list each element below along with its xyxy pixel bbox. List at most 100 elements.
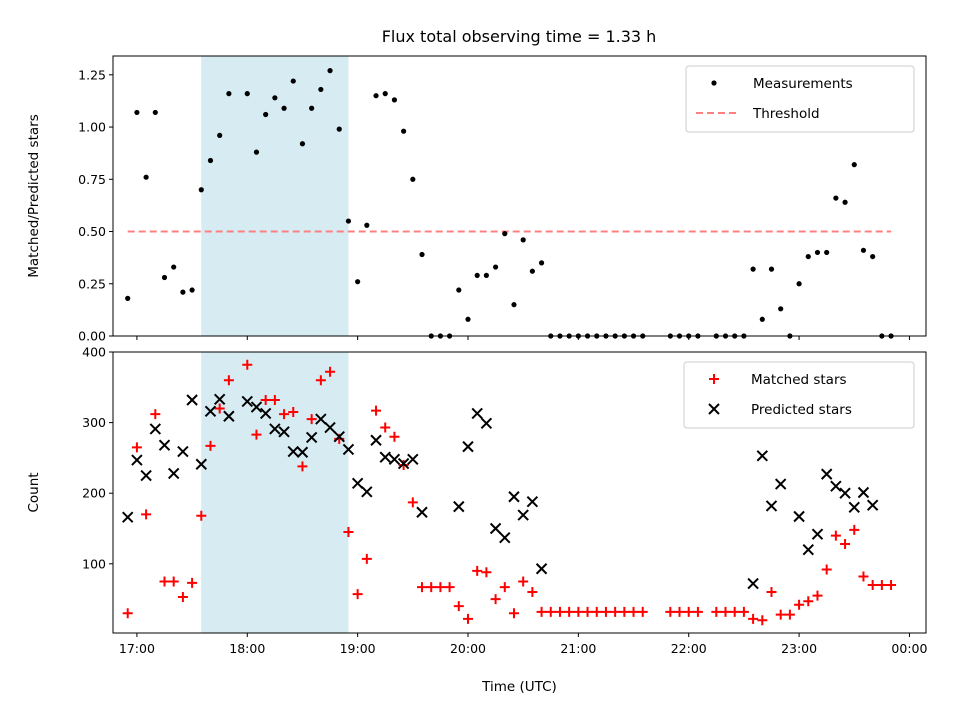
predicted-star-point bbox=[765, 500, 778, 512]
matched-star-point bbox=[490, 594, 501, 605]
measurement-point bbox=[502, 231, 508, 237]
measurement-point bbox=[299, 141, 306, 147]
matched-star-point bbox=[389, 431, 400, 442]
predicted-star-point bbox=[857, 486, 870, 499]
matched-star-point bbox=[462, 613, 473, 624]
measurement-point bbox=[538, 260, 545, 266]
predicted-star-point bbox=[315, 413, 327, 425]
predicted-stars-points bbox=[122, 393, 879, 590]
measurement-point bbox=[456, 287, 462, 293]
predicted-star-point bbox=[379, 451, 391, 463]
predicted-star-point bbox=[517, 509, 529, 521]
measurement-point bbox=[318, 86, 324, 93]
measurement-point bbox=[483, 272, 489, 279]
predicted-star-point bbox=[820, 468, 833, 480]
matched-star-point bbox=[867, 579, 878, 590]
legend-threshold-label: Threshold bbox=[752, 106, 820, 122]
predicted-star-point bbox=[213, 393, 226, 406]
matched-star-point bbox=[242, 359, 253, 370]
measurement-point bbox=[870, 253, 876, 260]
predicted-star-point bbox=[122, 511, 134, 523]
measurement-points bbox=[125, 68, 894, 339]
matched-star-point bbox=[711, 606, 722, 617]
matched-star-point bbox=[352, 589, 363, 600]
matched-star-point bbox=[830, 530, 841, 541]
matched-star-point bbox=[573, 606, 584, 617]
legend-measurements-marker bbox=[711, 80, 717, 86]
measurement-point bbox=[198, 187, 204, 193]
matched-star-point bbox=[545, 606, 556, 617]
matched-star-point bbox=[536, 606, 547, 617]
ratio-ytick-label: 0.25 bbox=[78, 276, 106, 291]
count-plot-frame bbox=[112, 351, 927, 634]
predicted-star-point bbox=[499, 531, 511, 544]
predicted-star-point bbox=[296, 446, 309, 458]
matched-star-point bbox=[591, 606, 602, 617]
matched-star-point bbox=[757, 615, 768, 626]
count-panel: 100 200 300 400 17:00 18:00 19:00 20:00 21:00 22… bbox=[26, 345, 928, 696]
matched-star-point bbox=[325, 366, 336, 377]
measurement-point bbox=[382, 91, 388, 97]
predicted-star-point bbox=[158, 439, 171, 451]
matched-star-point bbox=[508, 608, 519, 619]
predicted-star-point bbox=[526, 495, 539, 508]
matched-star-point bbox=[251, 429, 262, 440]
ratio-ytick-label: 1.25 bbox=[78, 67, 106, 82]
measurement-point bbox=[373, 93, 379, 99]
legend-plus-glyph bbox=[709, 374, 719, 384]
ratio-y-axis-label: Matched/Predicted stars bbox=[26, 114, 42, 277]
count-xtick-label: 19:00 bbox=[340, 641, 376, 656]
predicted-star-point bbox=[508, 491, 520, 503]
count-ytick-label: 300 bbox=[82, 415, 106, 430]
ratio-panel: 0.00 0.25 0.50 0.75 1.00 1.25 Matched/Predict… bbox=[26, 55, 927, 344]
matched-star-point bbox=[269, 395, 280, 406]
count-y-ticks: 100 200 300 400 bbox=[82, 345, 113, 571]
measurement-point bbox=[759, 316, 765, 322]
count-ytick-label: 400 bbox=[82, 345, 106, 360]
matched-star-point bbox=[619, 606, 630, 617]
count-ytick-label: 100 bbox=[82, 556, 106, 571]
measurement-point bbox=[511, 302, 517, 308]
measurement-point bbox=[290, 78, 296, 84]
predicted-star-point bbox=[241, 395, 253, 408]
matched-star-point bbox=[214, 403, 225, 414]
predicted-star-point bbox=[342, 443, 355, 456]
predicted-star-point bbox=[370, 434, 382, 446]
predicted-star-point bbox=[324, 421, 336, 434]
matched-star-point bbox=[407, 497, 418, 508]
matched-star-point bbox=[840, 539, 851, 550]
measurement-point bbox=[778, 306, 784, 312]
matched-star-point bbox=[692, 606, 703, 617]
matched-star-point bbox=[435, 582, 446, 593]
matched-star-point bbox=[720, 606, 731, 617]
matched-star-point bbox=[205, 440, 216, 451]
matched-star-point bbox=[564, 606, 575, 617]
matched-star-point bbox=[380, 422, 391, 433]
count-xtick-label: 17:00 bbox=[119, 641, 155, 656]
matched-star-point bbox=[637, 606, 648, 617]
legend-matched-label: Matched stars bbox=[751, 372, 847, 388]
predicted-star-point bbox=[397, 457, 410, 470]
measurement-point bbox=[410, 176, 416, 182]
count-xtick-label: 21:00 bbox=[560, 641, 596, 656]
predicted-star-point bbox=[453, 500, 465, 513]
matched-star-point bbox=[554, 606, 565, 617]
count-xtick-label: 22:00 bbox=[671, 641, 707, 656]
predicted-star-point bbox=[250, 401, 263, 413]
predicted-star-point bbox=[278, 426, 290, 438]
legend-measurements-label: Measurements bbox=[753, 76, 853, 92]
matched-star-point bbox=[674, 606, 685, 617]
matched-star-point bbox=[315, 375, 326, 386]
measurement-point bbox=[750, 266, 756, 272]
matched-star-point bbox=[453, 601, 464, 612]
predicted-star-point bbox=[774, 478, 787, 490]
measurement-point bbox=[851, 162, 857, 168]
matched-star-point bbox=[361, 553, 372, 564]
measurement-point bbox=[263, 111, 269, 118]
observing-window-span-bottom bbox=[201, 352, 349, 633]
matched-star-point bbox=[417, 582, 428, 593]
measurement-point bbox=[824, 249, 830, 256]
matched-star-point bbox=[168, 576, 179, 587]
matched-star-point bbox=[279, 409, 290, 420]
